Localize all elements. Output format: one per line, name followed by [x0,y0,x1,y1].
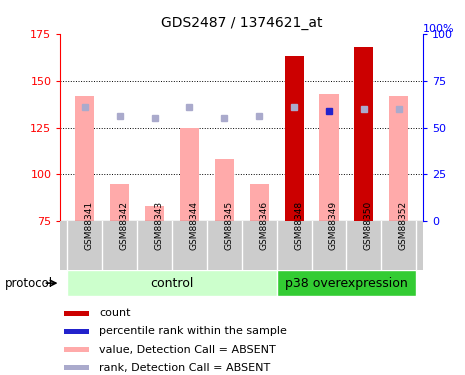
Bar [65,365,89,370]
Bar [180,128,199,221]
Bar [277,270,416,296]
Text: GSM88342: GSM88342 [120,201,129,250]
Text: GSM88345: GSM88345 [225,201,233,250]
Text: p38 overexpression: p38 overexpression [285,277,408,290]
Text: control: control [150,277,194,290]
Title: GDS2487 / 1374621_at: GDS2487 / 1374621_at [161,16,323,30]
Text: percentile rank within the sample: percentile rank within the sample [99,327,287,336]
Text: value, Detection Call = ABSENT: value, Detection Call = ABSENT [99,345,276,354]
Text: GSM88346: GSM88346 [259,201,268,250]
Text: count: count [99,309,130,318]
Text: rank, Detection Call = ABSENT: rank, Detection Call = ABSENT [99,363,270,372]
Bar [75,96,94,221]
Bar [215,159,234,221]
Text: GSM88352: GSM88352 [399,201,408,250]
Bar [67,270,277,296]
Text: protocol: protocol [5,277,53,290]
Bar [110,184,129,221]
Bar [389,96,408,221]
Text: GSM88344: GSM88344 [190,201,199,250]
Text: 100%: 100% [423,24,455,34]
Bar [65,329,89,334]
Bar [319,94,339,221]
Bar [285,56,304,221]
Text: GSM88350: GSM88350 [364,201,373,250]
Text: GSM88349: GSM88349 [329,201,338,250]
Text: GSM88348: GSM88348 [294,201,303,250]
Text: GSM88341: GSM88341 [85,201,94,250]
Bar [250,184,269,221]
Text: GSM88343: GSM88343 [155,201,164,250]
Bar [354,47,373,221]
Bar [65,311,89,316]
Bar [65,347,89,352]
Bar [145,206,164,221]
